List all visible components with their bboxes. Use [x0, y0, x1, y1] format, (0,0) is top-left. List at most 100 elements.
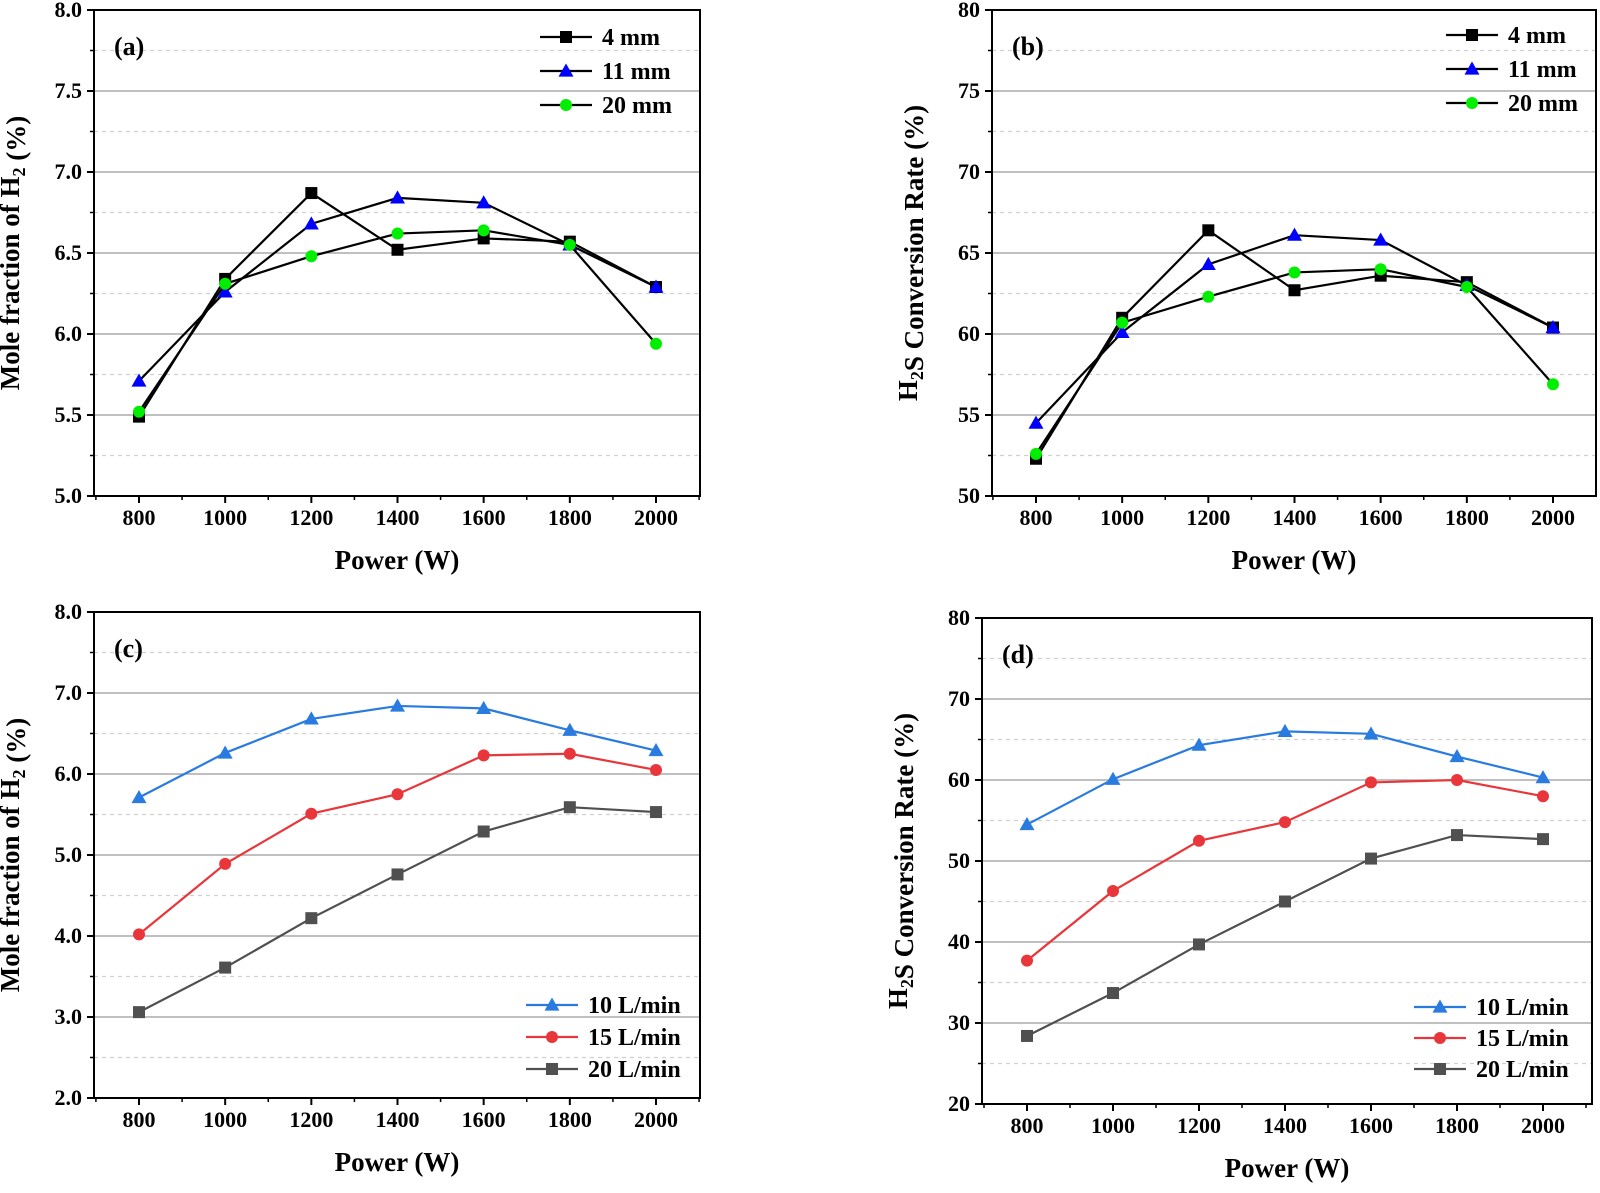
series-20-mm	[1030, 263, 1559, 460]
series-20-l-min	[1021, 829, 1549, 1042]
legend-marker	[1434, 1032, 1446, 1044]
data-point	[1288, 266, 1301, 279]
legend-marker	[558, 63, 574, 77]
y-tick-label: 3.0	[55, 1004, 83, 1029]
legend-label: 11 mm	[602, 59, 671, 85]
x-tick-label: 2000	[1531, 505, 1575, 530]
y-axis-title: Mole fraction of H2 (%)	[0, 718, 31, 992]
legend-label: 15 L/min	[1476, 1026, 1569, 1052]
data-point	[1030, 447, 1042, 460]
data-point	[219, 961, 232, 974]
data-point	[1288, 284, 1301, 297]
x-tick-label: 800	[1011, 1113, 1044, 1138]
legend-label: 11 mm	[1508, 57, 1577, 83]
x-tick-label: 1600	[1359, 505, 1403, 530]
data-point	[217, 284, 233, 298]
data-point	[219, 277, 232, 290]
series-line	[1026, 778, 1544, 962]
data-point	[305, 187, 318, 200]
data-point	[390, 190, 405, 204]
x-tick-label: 1200	[1186, 505, 1230, 530]
legend-marker	[1432, 999, 1448, 1013]
y-tick-label: 8.0	[55, 0, 83, 22]
data-point	[1537, 790, 1549, 803]
series-line	[138, 704, 657, 799]
series-line	[1026, 833, 1544, 1037]
y-tick-label: 5.5	[55, 402, 83, 427]
legend-label: 15 L/min	[588, 1025, 681, 1051]
data-point	[1107, 987, 1119, 1000]
x-tick-label: 800	[123, 505, 156, 530]
legend-marker	[1464, 61, 1480, 75]
data-point	[1547, 378, 1559, 391]
legend-label: 10 L/min	[1476, 995, 1569, 1021]
data-point	[217, 745, 233, 759]
x-tick-label: 2000	[634, 1107, 678, 1132]
y-tick-label: 4.0	[55, 923, 83, 948]
series-line	[1035, 268, 1554, 455]
data-point	[1028, 415, 1044, 429]
x-tick-label: 800	[123, 1107, 156, 1132]
legend-label: 20 L/min	[588, 1057, 681, 1083]
legend: 4 mm 11 mm 20 mm	[540, 25, 672, 119]
y-tick-label: 6.0	[55, 761, 83, 786]
x-tick-label: 1200	[1177, 1113, 1221, 1138]
data-point	[1373, 232, 1389, 246]
series-11-mm	[1028, 227, 1561, 429]
series-10-l-min	[131, 698, 664, 804]
data-point	[219, 857, 232, 870]
y-tick-label: 6.0	[55, 321, 83, 346]
panel-label: (d)	[1002, 640, 1034, 669]
data-point	[1287, 227, 1302, 241]
data-point	[1202, 224, 1215, 237]
series-20-mm	[133, 224, 662, 418]
y-tick-label: 7.5	[55, 78, 83, 103]
data-point	[1277, 723, 1293, 738]
data-point	[303, 711, 319, 725]
y-tick-label: 7.0	[55, 159, 83, 184]
y-tick-label: 5.0	[55, 842, 83, 867]
data-point	[1374, 263, 1387, 276]
data-point	[476, 195, 492, 209]
data-point	[1363, 726, 1379, 740]
data-point	[391, 868, 404, 881]
legend-label: 4 mm	[1508, 23, 1566, 49]
x-tick-label: 2000	[1521, 1113, 1565, 1138]
x-tick-label: 800	[1020, 505, 1053, 530]
x-tick-label: 1600	[1349, 1113, 1393, 1138]
data-point	[1545, 320, 1561, 334]
data-point	[1193, 938, 1205, 951]
x-tick-label: 1600	[462, 1107, 506, 1132]
series-line	[1035, 234, 1554, 424]
y-tick-label: 70	[948, 686, 970, 711]
legend-label: 4 mm	[602, 25, 660, 51]
data-point	[305, 250, 318, 263]
series-line	[138, 196, 657, 382]
series-15-l-min	[133, 747, 662, 941]
data-point	[1449, 749, 1465, 763]
y-tick-label: 40	[948, 929, 970, 954]
legend-marker	[546, 1031, 558, 1043]
data-point	[562, 722, 578, 736]
panel-label: (c)	[114, 634, 143, 663]
x-axis-title: Power (W)	[335, 545, 460, 575]
y-tick-label: 80	[958, 0, 980, 22]
x-tick-label: 1800	[548, 505, 592, 530]
x-tick-label: 1400	[376, 505, 420, 530]
data-point	[648, 743, 664, 757]
x-tick-label: 1800	[1445, 505, 1489, 530]
x-tick-label: 1000	[1091, 1113, 1135, 1138]
data-point	[650, 337, 662, 350]
data-point	[131, 373, 147, 387]
data-point	[305, 807, 318, 820]
data-point	[131, 789, 147, 804]
legend-label: 20 L/min	[1476, 1057, 1569, 1083]
y-axis-title: H2S Conversion Rate (%)	[893, 105, 929, 401]
data-point	[1535, 770, 1551, 784]
series-20-l-min	[133, 801, 662, 1019]
y-tick-label: 2.0	[55, 1085, 83, 1110]
data-point	[1200, 256, 1216, 270]
series-line	[1035, 228, 1554, 460]
y-tick-label: 70	[958, 159, 980, 184]
